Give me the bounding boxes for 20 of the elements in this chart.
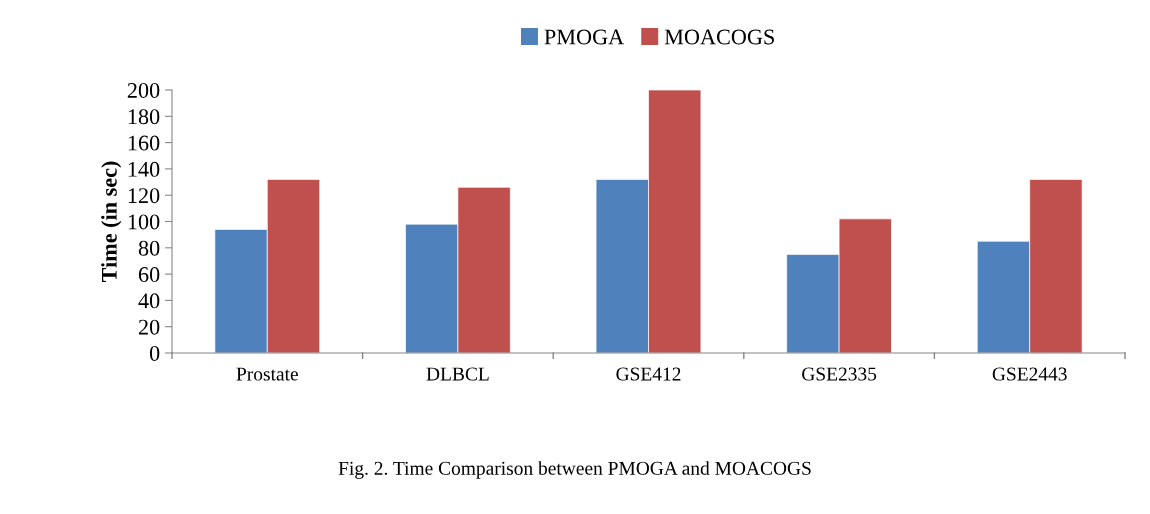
- caption: Fig. 2. Time Comparison between PMOGA and MOACOGS: [338, 461, 811, 479]
- y-tick-label: 20: [138, 319, 160, 335]
- y-tick-label: 60: [138, 267, 160, 283]
- x-tick-label: GSE2335: [802, 367, 877, 381]
- x-tick-label: GSE412: [616, 367, 681, 381]
- y-tick-label: 80: [138, 240, 160, 256]
- x-tick-label: GSE2443: [992, 367, 1067, 381]
- y-tick-label: 0: [149, 345, 160, 361]
- y-tick-label: 180: [128, 109, 160, 125]
- legend-label: MOACOGS: [664, 29, 774, 45]
- y-axis-title: Time (in sec): [101, 161, 122, 283]
- y-tick-label: 140: [128, 161, 160, 177]
- y-tick-label: 40: [138, 293, 160, 309]
- y-tick-label: 100: [128, 214, 160, 230]
- y-tick-label: 160: [128, 135, 160, 151]
- y-tick-label: 120: [128, 188, 160, 204]
- x-tick-label: DLBCL: [426, 367, 489, 381]
- x-tick-label: Prostate: [236, 367, 298, 381]
- legend-label: PMOGA: [544, 29, 625, 45]
- y-tick-label: 200: [127, 82, 160, 98]
